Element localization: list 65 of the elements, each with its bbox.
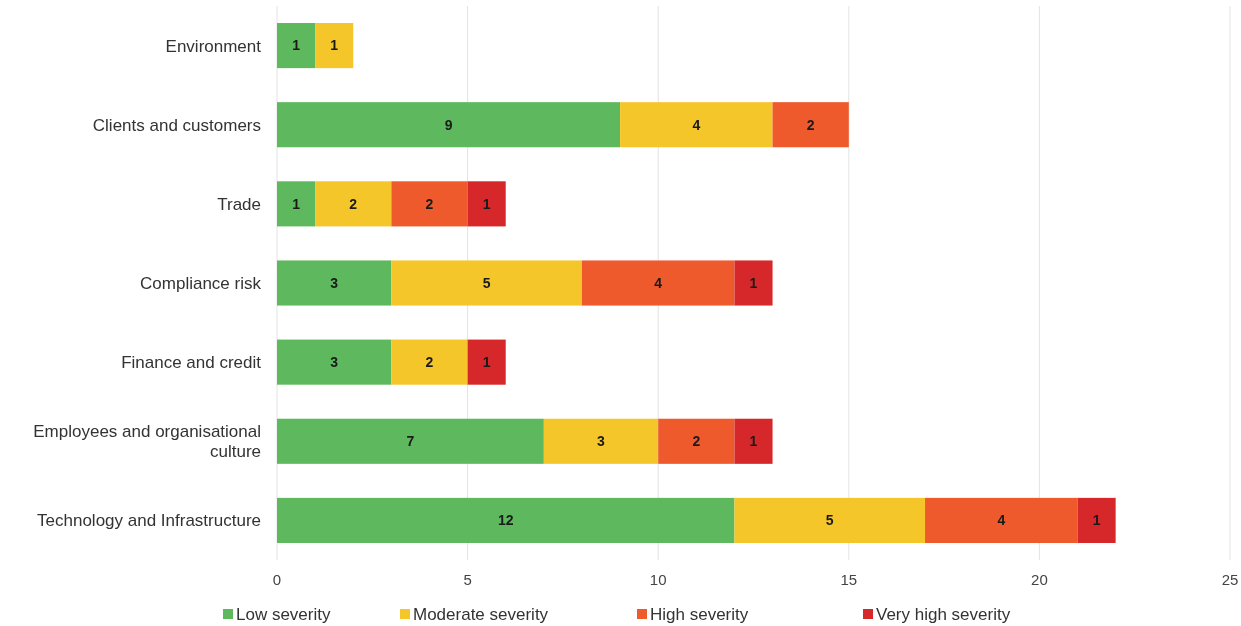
bar	[772, 102, 849, 148]
data-label: 2	[692, 433, 701, 450]
data-label: 4	[997, 512, 1006, 529]
data-label: 7	[406, 433, 415, 450]
data-label: 1	[292, 37, 301, 54]
data-label: 2	[425, 195, 434, 212]
bar	[277, 497, 735, 543]
bar	[277, 260, 392, 306]
bar	[277, 339, 392, 385]
bar	[391, 260, 582, 306]
x-tick-label: 0	[272, 571, 282, 588]
bar	[658, 418, 735, 464]
y-tick-label: Clients and customers	[92, 115, 261, 135]
data-label: 5	[825, 512, 834, 529]
x-tick-label: 25	[1221, 571, 1239, 588]
data-label: 1	[1092, 512, 1101, 529]
bar	[315, 181, 392, 227]
bar	[543, 418, 659, 464]
data-label: 1	[749, 433, 758, 450]
data-label: 2	[425, 354, 434, 371]
bar	[734, 260, 773, 306]
data-label: 4	[692, 116, 701, 133]
bar	[467, 339, 506, 385]
bar	[391, 181, 468, 227]
legend-label: Very high severity	[876, 604, 1011, 624]
bar	[581, 260, 735, 306]
data-label: 3	[597, 433, 606, 450]
data-label: 4	[654, 274, 663, 291]
bar	[734, 497, 926, 543]
y-tick-label: Trade	[217, 194, 261, 214]
data-label: 1	[749, 274, 758, 291]
bar	[277, 23, 316, 69]
data-label: 2	[806, 116, 815, 133]
bar	[277, 418, 544, 464]
y-tick-label: Compliance risk	[140, 273, 262, 293]
y-tick-label: Environment	[165, 36, 262, 56]
legend-label: Low severity	[236, 604, 331, 624]
bar	[277, 181, 316, 227]
x-tick-label: 15	[840, 571, 858, 588]
data-label: 2	[349, 195, 358, 212]
data-label: 9	[444, 116, 453, 133]
data-label: 1	[482, 195, 491, 212]
data-label: 12	[497, 512, 514, 529]
data-label: 1	[330, 37, 339, 54]
data-label: 3	[330, 274, 339, 291]
bar	[1077, 497, 1116, 543]
y-tick-label: Finance and credit	[121, 353, 262, 373]
bar	[391, 339, 468, 385]
data-label: 1	[292, 195, 301, 212]
y-tick-label: Technology and Infrastructure	[37, 511, 261, 531]
bar	[925, 497, 1078, 543]
data-label: 5	[482, 274, 491, 291]
data-label: 3	[330, 354, 339, 371]
legend-label: High severity	[650, 604, 749, 624]
legend-label: Moderate severity	[413, 604, 549, 624]
data-label: 1	[482, 354, 491, 371]
bar	[620, 102, 773, 148]
x-tick-label: 20	[1031, 571, 1048, 588]
y-tick-label: Employees and organisational culture	[33, 422, 261, 462]
bar	[277, 102, 621, 148]
x-tick-label: 5	[463, 571, 472, 588]
bar	[315, 23, 354, 69]
bar	[467, 181, 506, 227]
x-tick-label: 10	[649, 571, 667, 588]
bar	[734, 418, 773, 464]
